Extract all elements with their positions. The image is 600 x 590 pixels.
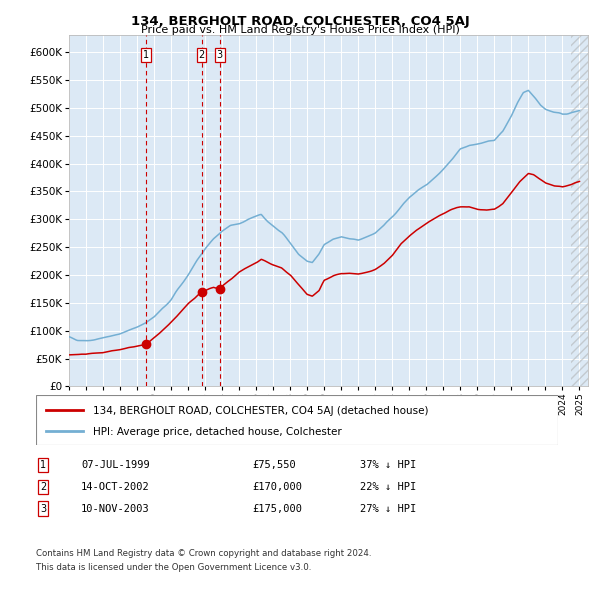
Text: 27% ↓ HPI: 27% ↓ HPI	[360, 504, 416, 513]
Text: 22% ↓ HPI: 22% ↓ HPI	[360, 482, 416, 491]
Text: This data is licensed under the Open Government Licence v3.0.: This data is licensed under the Open Gov…	[36, 563, 311, 572]
Text: 3: 3	[40, 504, 46, 513]
Text: 14-OCT-2002: 14-OCT-2002	[81, 482, 150, 491]
Text: 2: 2	[40, 482, 46, 491]
Text: 134, BERGHOLT ROAD, COLCHESTER, CO4 5AJ (detached house): 134, BERGHOLT ROAD, COLCHESTER, CO4 5AJ …	[94, 407, 429, 417]
Text: Contains HM Land Registry data © Crown copyright and database right 2024.: Contains HM Land Registry data © Crown c…	[36, 549, 371, 558]
Text: 1: 1	[40, 460, 46, 470]
Text: £175,000: £175,000	[252, 504, 302, 513]
Text: HPI: Average price, detached house, Colchester: HPI: Average price, detached house, Colc…	[94, 427, 342, 437]
Text: 3: 3	[217, 50, 223, 60]
Text: 07-JUL-1999: 07-JUL-1999	[81, 460, 150, 470]
FancyBboxPatch shape	[36, 395, 558, 445]
Bar	[571, 35, 588, 386]
Text: 2: 2	[199, 50, 205, 60]
Text: 10-NOV-2003: 10-NOV-2003	[81, 504, 150, 513]
Text: Price paid vs. HM Land Registry's House Price Index (HPI): Price paid vs. HM Land Registry's House …	[140, 25, 460, 35]
Text: £170,000: £170,000	[252, 482, 302, 491]
Text: 134, BERGHOLT ROAD, COLCHESTER, CO4 5AJ: 134, BERGHOLT ROAD, COLCHESTER, CO4 5AJ	[131, 15, 469, 28]
Text: 37% ↓ HPI: 37% ↓ HPI	[360, 460, 416, 470]
Text: £75,550: £75,550	[252, 460, 296, 470]
Text: 1: 1	[143, 50, 149, 60]
